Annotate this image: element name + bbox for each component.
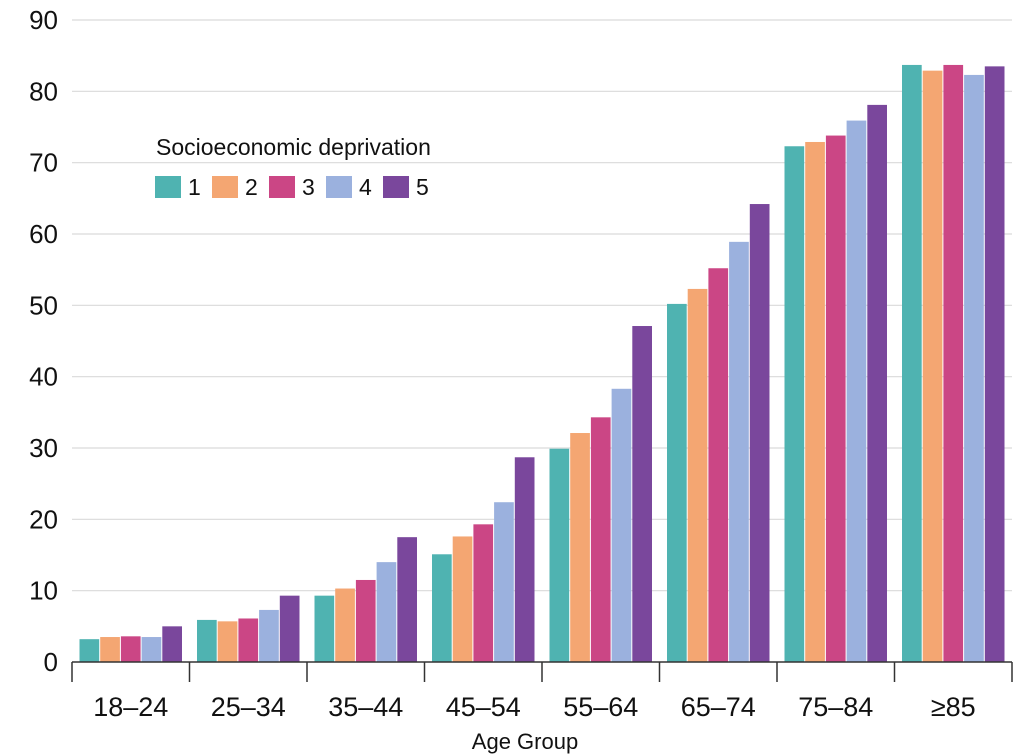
bar: [314, 595, 335, 662]
bar: [397, 537, 417, 662]
legend: Socioeconomic deprivation 1 2 3 4 5: [155, 134, 431, 200]
y-tick-label: 0: [44, 647, 58, 677]
bar: [376, 562, 397, 662]
bar: [570, 433, 590, 662]
bar: [805, 141, 825, 663]
bar: [197, 619, 217, 662]
y-tick-label: 90: [29, 5, 58, 35]
legend-label: 3: [302, 174, 315, 200]
legend-swatch: [383, 176, 409, 198]
x-axis-title: Age Group: [472, 729, 578, 754]
bar: [217, 621, 238, 662]
legend-swatch: [326, 176, 352, 198]
y-tick-label: 30: [29, 433, 58, 463]
bar: [964, 74, 984, 663]
bar: [141, 637, 162, 662]
bar: [335, 588, 355, 662]
bar: [549, 448, 570, 662]
bar: [611, 388, 632, 662]
x-tick-label: 45–54: [446, 692, 521, 722]
x-tick-label: 35–44: [328, 692, 403, 722]
x-tick-label: 75–84: [798, 692, 873, 722]
legend-title: Socioeconomic deprivation: [156, 134, 431, 160]
y-tick-label: 10: [29, 576, 58, 606]
bar: [279, 595, 300, 662]
x-tick-label: 25–34: [211, 692, 286, 722]
bar: [120, 636, 141, 662]
bar: [708, 268, 729, 662]
legend-label: 1: [188, 174, 201, 200]
grid-lines: [72, 19, 1012, 592]
bar: [238, 618, 259, 662]
legend-swatch: [212, 176, 238, 198]
y-tick-label: 50: [29, 290, 58, 320]
legend-label: 4: [359, 174, 372, 200]
legend-swatch: [269, 176, 295, 198]
bar: [902, 64, 922, 662]
bar: [355, 579, 376, 662]
y-tick-label: 20: [29, 504, 58, 534]
bar: [687, 288, 708, 662]
legend-label: 2: [245, 174, 258, 200]
bar: [473, 524, 494, 662]
y-tick-label: 70: [29, 148, 58, 178]
axes: 0 10 20 30 40 50 60 70 80 90 18–24 25–34 35–44 45–54 5…: [29, 5, 1013, 722]
bar: [846, 120, 867, 662]
bars: [79, 64, 1005, 663]
bar: [590, 417, 611, 662]
bar: [729, 241, 749, 662]
bar: [867, 104, 887, 663]
legend-swatch: [155, 176, 181, 198]
x-tick-label: 65–74: [681, 692, 756, 722]
x-tick-label: ≥85: [931, 692, 976, 722]
bar: [943, 64, 964, 662]
bar: [667, 303, 687, 662]
y-tick-label: 60: [29, 219, 58, 249]
bar: [749, 204, 770, 663]
bar: [494, 502, 514, 662]
bar: [79, 639, 100, 662]
bar: [825, 135, 846, 662]
y-tick-label: 40: [29, 362, 58, 392]
y-tick-label: 80: [29, 76, 58, 106]
bar: [784, 146, 805, 662]
bar: [632, 326, 652, 662]
x-tick-label: 18–24: [93, 692, 168, 722]
bar: [452, 536, 473, 662]
bar: [432, 554, 452, 662]
bar: [984, 66, 1005, 662]
bar: [259, 609, 279, 662]
bar: [162, 626, 182, 662]
bar: [100, 637, 120, 662]
legend-label: 5: [416, 174, 429, 200]
legend-items: 1 2 3 4 5: [155, 174, 429, 200]
bar: [514, 457, 535, 662]
bar: [922, 70, 943, 662]
x-tick-label: 55–64: [563, 692, 638, 722]
